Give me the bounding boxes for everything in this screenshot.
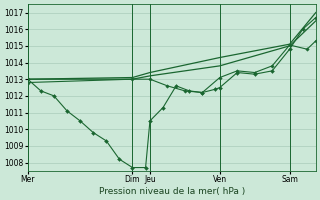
X-axis label: Pression niveau de la mer( hPa ): Pression niveau de la mer( hPa ) (99, 187, 245, 196)
